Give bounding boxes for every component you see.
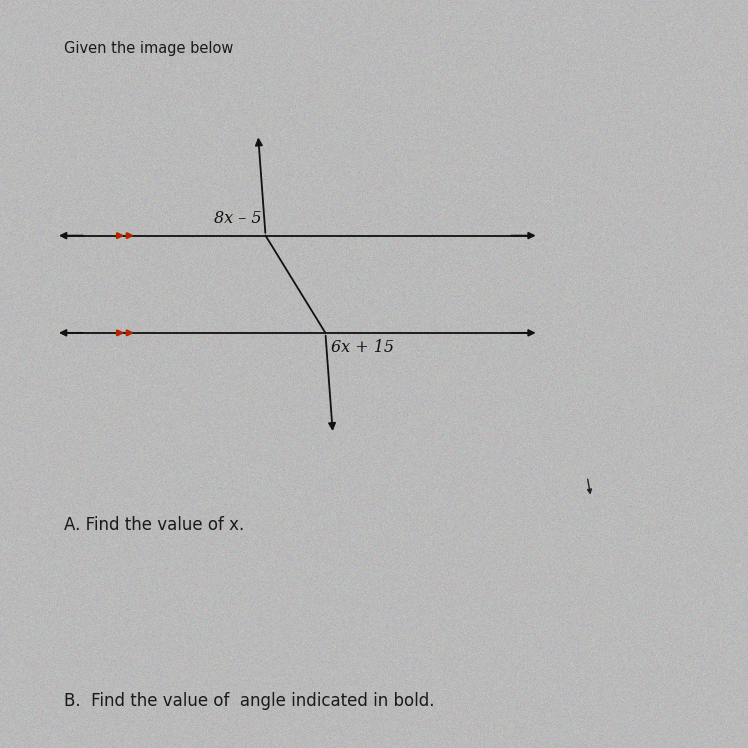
Text: Given the image below: Given the image below [64,41,233,56]
Text: 8x – 5: 8x – 5 [214,209,262,227]
Text: A. Find the value of x.: A. Find the value of x. [64,516,244,534]
Text: 6x + 15: 6x + 15 [331,339,394,356]
Text: B.  Find the value of  angle indicated in bold.: B. Find the value of angle indicated in … [64,692,434,710]
